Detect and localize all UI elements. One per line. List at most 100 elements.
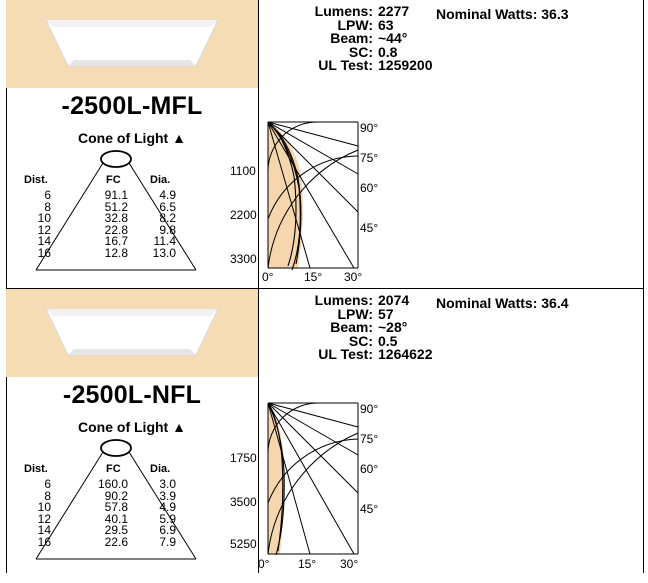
sc-label: SC:: [348, 43, 373, 60]
bottom-angle-label: 30°: [344, 270, 363, 284]
angle-label: 45°: [360, 221, 378, 235]
dist-value: 6: [44, 188, 51, 202]
dist-column: 6 8 10 12 14 16: [26, 477, 51, 549]
cone-drawing: [35, 150, 197, 271]
dia-column: 3.0 3.9 4.9 5.9 6.9 7.9: [144, 477, 176, 549]
fc-value: 12.8: [104, 245, 128, 260]
beam-value: ~28°: [378, 319, 408, 335]
fixture-photo: [6, 0, 258, 88]
section-divider: [6, 288, 644, 289]
model-number: -2500L-NFL: [62, 381, 202, 409]
lpw-label: LPW:: [337, 305, 373, 322]
dia-value: 6.5: [159, 199, 176, 214]
radial-label: 1100: [230, 164, 256, 178]
sc-value: 0.5: [378, 332, 398, 349]
dia-column: 4.9 6.5 8.2 9.8 11.4 13.0: [144, 188, 176, 260]
dia-value: 9.8: [159, 222, 176, 237]
cone-title: Cone of Light ▲: [6, 130, 258, 146]
ul-test-label: UL Test:: [318, 57, 373, 73]
ul-test-label: UL Test:: [318, 346, 373, 362]
dia-value: 4.9: [159, 188, 176, 202]
dia-value: 8.2: [159, 211, 176, 226]
ul-test-value: 1264622: [378, 346, 433, 362]
dia-header: Dia.: [150, 463, 171, 475]
dist-header: Dist.: [24, 463, 48, 475]
fc-value: 22.8: [104, 222, 128, 237]
left-border: [6, 0, 7, 573]
radial-label: 3300: [230, 252, 257, 266]
candela-curve-0: [267, 121, 302, 265]
downlight-image: [45, 308, 219, 356]
bottom-angle-label: 30°: [340, 557, 359, 571]
dist-value: 8: [44, 199, 51, 214]
dia-value: 11.4: [153, 234, 176, 249]
dist-header: Dist.: [24, 174, 48, 186]
dist-value: 12: [37, 511, 51, 526]
bottom-angle-label: 0°: [262, 270, 274, 284]
ul-test-value: 1259200: [378, 57, 433, 73]
cone-drawing: [35, 439, 197, 560]
fc-value: 57.8: [104, 500, 128, 515]
radial-label: 1750: [230, 451, 257, 465]
cone-title-text: Cone of Light: [78, 419, 169, 435]
cone-of-light: Cone of Light ▲ Dist. FC Dia. 6 8 10 12 …: [6, 124, 258, 294]
radial-label: 3500: [230, 495, 257, 509]
sc-label: SC:: [348, 332, 373, 349]
fc-value: 160.0: [97, 477, 128, 491]
fc-value: 51.2: [104, 199, 128, 214]
dia-header: Dia.: [150, 174, 171, 186]
cone-title: Cone of Light ▲: [6, 419, 258, 435]
dia-value: 7.9: [159, 534, 176, 549]
dist-value: 10: [37, 500, 51, 515]
bottom-angle-label: 15°: [298, 557, 317, 571]
model-number: -2500L-MFL: [61, 92, 203, 120]
dia-value: 3.0: [159, 477, 176, 491]
spec-sheet: -2500L-MFL Cone of Light ▲ Dist. FC Dia.…: [6, 0, 644, 573]
dist-value: 6: [44, 477, 51, 491]
dia-value: 13.0: [152, 245, 176, 260]
angle-label: 90°: [360, 121, 378, 135]
fc-column: 160.0 90.2 57.8 40.1 29.5 22.6: [88, 477, 128, 549]
fc-value: 16.7: [104, 234, 128, 249]
dist-value: 16: [37, 534, 51, 549]
dist-value: 8: [44, 488, 51, 503]
dia-value: 5.9: [159, 511, 176, 526]
bottom-angle-label: 15°: [304, 270, 323, 284]
fixture-block-nfl: -2500L-NFL Cone of Light ▲ Dist. FC Dia.…: [6, 289, 644, 573]
lpw-value: 57: [378, 305, 394, 322]
lumens-label: Lumens:: [314, 292, 373, 308]
lpw-value: 63: [378, 16, 394, 33]
angle-label: 60°: [360, 181, 378, 195]
up-triangle-icon: ▲: [168, 130, 186, 146]
photometric-specs: Lumens: 2074 LPW: 57 Beam: ~28° SC: 0.5 UL T…: [258, 292, 433, 362]
right-border: [643, 0, 644, 573]
candela-curve-45: [267, 121, 297, 267]
dia-value: 3.9: [159, 488, 176, 503]
angle-label: 75°: [360, 151, 378, 165]
lumens-value: 2277: [378, 3, 410, 19]
fc-value: 29.5: [104, 523, 128, 538]
angle-label: 75°: [360, 432, 378, 446]
angle-label: 60°: [360, 462, 378, 476]
radial-label: 5250: [230, 537, 257, 551]
bottom-angle-label: 0°: [258, 557, 270, 571]
cone-of-light: Cone of Light ▲ Dist. FC Dia. 6 8 10 12 …: [6, 413, 258, 583]
angle-label: 90°: [360, 402, 378, 416]
dist-value: 14: [37, 234, 51, 249]
up-triangle-icon: ▲: [168, 419, 186, 435]
fixture-block-mfl: -2500L-MFL Cone of Light ▲ Dist. FC Dia.…: [6, 0, 644, 288]
fc-value: 32.8: [104, 211, 128, 226]
fc-value: 91.1: [104, 188, 128, 202]
dist-value: 16: [37, 245, 51, 260]
nominal-watts: Nominal Watts: 36.4: [436, 295, 569, 311]
dia-value: 4.9: [159, 500, 176, 515]
fc-header: FC: [106, 463, 121, 475]
dist-value: 10: [37, 211, 51, 226]
lumens-label: Lumens:: [314, 3, 373, 19]
beam-value: ~44°: [378, 30, 408, 46]
fc-value: 90.2: [104, 488, 128, 503]
dia-value: 6.9: [159, 523, 176, 538]
fc-column: 91.1 51.2 32.8 22.8 16.7 12.8: [88, 188, 128, 260]
angle-label: 45°: [360, 502, 378, 516]
dist-value: 14: [37, 523, 51, 538]
